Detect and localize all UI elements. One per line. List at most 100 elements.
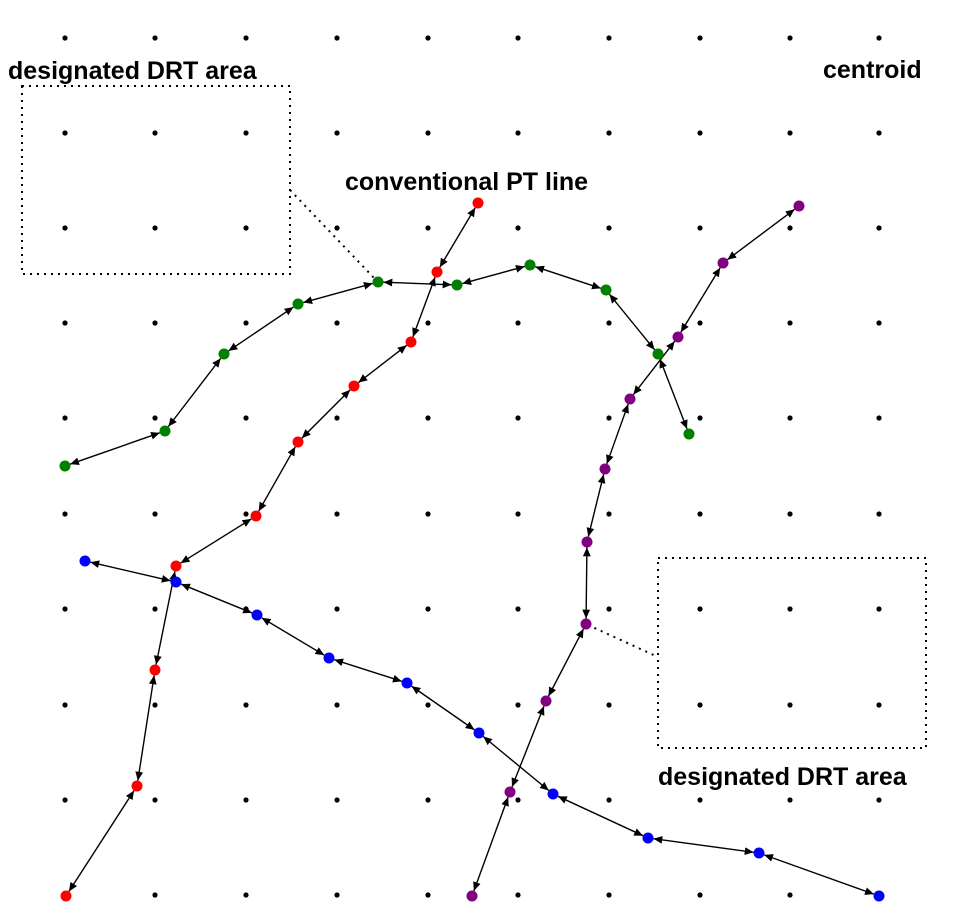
centroid-point xyxy=(515,415,521,421)
centroid-point xyxy=(787,415,793,421)
green-line-edge xyxy=(167,357,222,428)
drt-area-label-bottom-right: designated DRT area xyxy=(658,763,908,791)
centroid-point xyxy=(515,892,521,898)
centroid-point xyxy=(243,225,249,231)
pt-line-edges xyxy=(68,207,875,895)
green-line-edge xyxy=(228,306,294,352)
blue-line-edge xyxy=(180,583,253,614)
blue-line-edge xyxy=(653,836,754,855)
red-line-edge xyxy=(357,344,408,384)
centroid-point xyxy=(425,511,431,517)
purple-line-stop xyxy=(599,463,611,475)
centroid-point xyxy=(876,35,882,41)
centroid-point xyxy=(334,320,340,326)
centroid-point xyxy=(697,797,703,803)
centroid-point xyxy=(152,702,158,708)
green-line-stop xyxy=(218,348,230,360)
blue-line-edge xyxy=(411,685,475,731)
red-line-stop xyxy=(405,336,417,348)
blue-line-edge xyxy=(557,795,644,837)
centroid-point xyxy=(606,606,612,612)
green-line-edge xyxy=(535,265,601,290)
centroid-point xyxy=(334,130,340,136)
red-line-stop xyxy=(60,890,72,902)
purple-line-stop xyxy=(717,257,729,269)
centroid-point xyxy=(697,320,703,326)
centroid-point xyxy=(62,320,68,326)
red-line-edge xyxy=(258,446,296,512)
centroid-point xyxy=(787,797,793,803)
centroid-point xyxy=(876,702,882,708)
green-line-stop xyxy=(59,460,71,472)
centroid-point xyxy=(697,606,703,612)
green-line-stop xyxy=(451,279,463,291)
red-line-stop xyxy=(292,436,304,448)
centroid-point xyxy=(334,702,340,708)
green-line-stop xyxy=(372,276,384,288)
red-line-stop xyxy=(170,560,182,572)
red-line-stop xyxy=(431,266,443,278)
red-line-edge xyxy=(135,675,157,781)
red-line-edge xyxy=(412,276,436,338)
centroid-point xyxy=(152,511,158,517)
red-line-stop xyxy=(131,780,143,792)
centroid-point xyxy=(697,35,703,41)
centroid-point xyxy=(606,225,612,231)
centroid-point xyxy=(62,797,68,803)
centroid-point xyxy=(787,320,793,326)
red-line-edge xyxy=(68,790,135,892)
centroid-point xyxy=(152,606,158,612)
red-line-stop xyxy=(472,197,484,209)
centroid-point xyxy=(334,225,340,231)
centroid-point xyxy=(606,415,612,421)
purple-line-edge xyxy=(586,474,606,537)
centroid-point xyxy=(243,511,249,517)
red-line-edge xyxy=(301,389,351,439)
purple-line-edge xyxy=(606,403,629,465)
centroid-point xyxy=(606,892,612,898)
centroid-point xyxy=(152,225,158,231)
centroid-point xyxy=(334,606,340,612)
centroid-point xyxy=(243,415,249,421)
centroid-point xyxy=(515,606,521,612)
centroid-point xyxy=(334,35,340,41)
blue-line-edge xyxy=(334,658,402,683)
blue-line-edge xyxy=(261,617,325,656)
centroid-point xyxy=(787,35,793,41)
blue-line-stop xyxy=(753,847,765,859)
centroid-point xyxy=(62,606,68,612)
drt-area-box-top-left xyxy=(21,85,291,275)
centroid-point xyxy=(152,415,158,421)
green-line-edge xyxy=(462,265,525,285)
centroid-point xyxy=(334,797,340,803)
centroid-point xyxy=(697,225,703,231)
red-line-stop xyxy=(250,510,262,522)
blue-line-stop xyxy=(547,788,559,800)
green-line-stop xyxy=(683,428,695,440)
centroid-point xyxy=(697,415,703,421)
centroid-point xyxy=(152,35,158,41)
centroid-point xyxy=(62,130,68,136)
purple-line-stop xyxy=(624,393,636,405)
centroid-point xyxy=(876,511,882,517)
purple-line-edge xyxy=(632,340,676,396)
centroid-point xyxy=(606,511,612,517)
centroid-point xyxy=(425,35,431,41)
centroid-point xyxy=(425,320,431,326)
centroid-point xyxy=(606,702,612,708)
centroid-point xyxy=(62,702,68,708)
centroid-point xyxy=(787,702,793,708)
centroid-point xyxy=(334,892,340,898)
centroid-point xyxy=(876,225,882,231)
pt-line-stops xyxy=(59,197,885,902)
centroid-point xyxy=(243,892,249,898)
centroid-point xyxy=(787,225,793,231)
centroid-point xyxy=(606,130,612,136)
green-line-edge xyxy=(383,278,452,289)
drt-area-connector-bottom-right xyxy=(587,624,659,658)
centroid-point xyxy=(515,797,521,803)
blue-line-edge xyxy=(90,560,171,583)
centroid-point xyxy=(152,320,158,326)
centroid-point xyxy=(876,130,882,136)
